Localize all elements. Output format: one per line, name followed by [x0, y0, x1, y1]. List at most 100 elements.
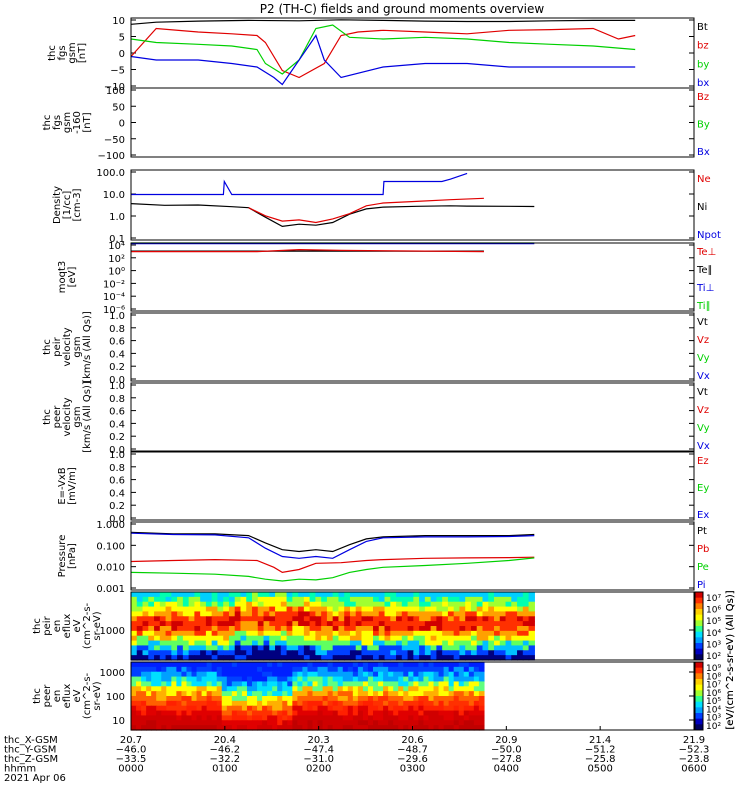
colorbar-label: [eV/(cm^2-s-sr-eV) (All Qs)] [725, 590, 736, 729]
spectrogram-cell [282, 720, 288, 726]
spectrogram-cell [257, 725, 263, 731]
spectrogram-cell [322, 676, 329, 683]
spectrogram-cell [309, 635, 316, 642]
spectrogram-cell [171, 606, 178, 613]
spectrogram-cell [447, 611, 455, 617]
spectrogram-cell [488, 621, 495, 627]
spectrogram-cell [488, 630, 495, 637]
spectrogram-cell [292, 655, 299, 661]
spectrogram-cell [267, 671, 273, 678]
ylabel-line: thc [42, 409, 53, 425]
spectrogram-cell [252, 681, 258, 687]
spectrogram-cell [263, 640, 270, 647]
spectrogram-cell [262, 676, 268, 683]
spectrogram-cell [241, 715, 248, 721]
spectrogram-cell [186, 686, 193, 692]
xaxis-value: −32.2 [210, 754, 241, 765]
spectrogram-cell [131, 671, 137, 678]
spectrogram-cell [378, 671, 384, 678]
spectrogram-cell [241, 662, 248, 668]
spectrogram-cell [418, 676, 425, 683]
spectrogram-cell [246, 676, 253, 683]
spectrogram-cell [338, 592, 345, 598]
spectrogram-cell [448, 686, 455, 692]
spectrogram-cell [223, 630, 230, 637]
spectrogram-cell [511, 655, 518, 661]
spectrogram-cell [511, 635, 518, 642]
spectrogram-cell [413, 645, 420, 651]
spectrogram-cell [297, 676, 304, 683]
spectrogram-cell [191, 676, 198, 683]
spectrogram-cell [287, 700, 293, 707]
spectrogram-cell [165, 626, 172, 632]
xaxis-value: −29.6 [397, 754, 428, 765]
spectrogram-cell [131, 611, 138, 617]
spectrogram-cell [136, 655, 144, 661]
spectrogram-cell [309, 650, 316, 656]
spectrogram-cell [465, 616, 472, 622]
spectrogram-cell [257, 621, 265, 627]
spectrogram-cell [186, 676, 193, 683]
spectrogram-cell [246, 710, 253, 717]
spectrogram-cell [419, 645, 426, 651]
spectrogram-cell [511, 606, 518, 613]
spectrogram-cell [396, 616, 403, 622]
spectrogram-cell [217, 626, 224, 632]
spectrogram-cell [384, 626, 391, 632]
spectrogram-cell [181, 686, 188, 692]
ytick-label: 0.4 [109, 488, 125, 499]
spectrogram-cell [151, 681, 157, 687]
spectrogram-cell [142, 655, 149, 661]
spectrogram-cell [182, 616, 190, 622]
spectrogram-cell [236, 681, 243, 687]
spectrogram-cell [361, 645, 368, 651]
ytick-label: 10 [112, 16, 125, 27]
spectrogram-cell [297, 705, 304, 712]
ytick-label: 0.6 [109, 407, 125, 418]
spectrogram-cell [465, 635, 472, 642]
spectrogram-cell [433, 676, 440, 683]
spectrogram-cell [442, 630, 449, 637]
spectrogram-cell [499, 626, 507, 632]
spectrogram-cell [476, 655, 484, 661]
spectrogram-cell [522, 626, 530, 632]
spectrogram-cell [378, 640, 386, 647]
spectrogram-cell [344, 601, 351, 608]
spectrogram-cell [443, 681, 450, 687]
spectrogram-cell [403, 666, 409, 673]
spectrogram-cell [419, 635, 426, 642]
spectrogram-cell [211, 645, 219, 651]
spectrogram-cell [217, 640, 224, 647]
spectrogram-cell [297, 720, 304, 726]
spectrogram-cell [234, 650, 242, 656]
spectrogram-cell [307, 671, 314, 678]
spectrogram-cell [357, 671, 364, 678]
ylabel-line: velocity [62, 397, 73, 436]
spectrogram-cell [357, 700, 364, 707]
spectrogram-cell [221, 710, 228, 717]
spectrogram-cell [447, 626, 455, 632]
spectrogram-cell [151, 725, 157, 731]
spectrogram-cell [177, 655, 184, 661]
spectrogram-cell [234, 635, 242, 642]
spectrogram-cell [378, 662, 384, 668]
colorbar-label: [eV/(cm^2-s-sr-eV) (All Qs)] [725, 590, 736, 729]
spectrogram-cell [267, 725, 273, 731]
spectrogram-cell [447, 601, 455, 608]
spectrogram-cell [272, 696, 278, 702]
spectrogram-cell [517, 596, 524, 603]
spectrogram-cell [221, 691, 228, 697]
spectrogram-cell [154, 601, 161, 608]
spectrogram-cell [367, 640, 374, 647]
spectrogram-cell [231, 666, 238, 673]
spectrogram-cell [505, 645, 512, 651]
legend-bz: bz [697, 41, 709, 52]
spectrogram-cell [398, 700, 404, 707]
spectrogram-cell [327, 681, 334, 687]
spectrogram-cell [246, 691, 253, 697]
spectrogram-cell [517, 592, 524, 598]
spectrogram-cell [332, 710, 339, 717]
spectrogram-cell [522, 655, 530, 661]
spectrogram-cell [367, 700, 374, 707]
